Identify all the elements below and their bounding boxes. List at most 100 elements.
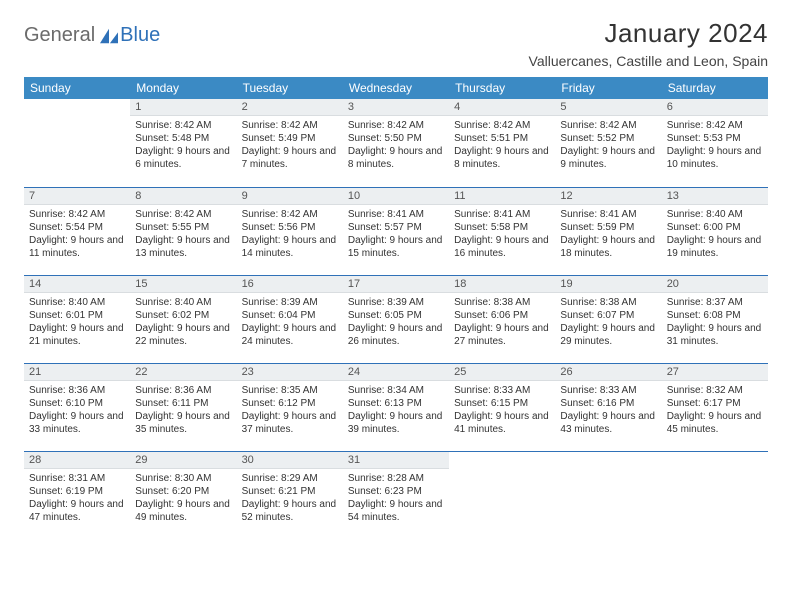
daylight-text: Daylight: 9 hours and 35 minutes. [135,410,231,436]
calendar-day-cell: 29Sunrise: 8:30 AMSunset: 6:20 PMDayligh… [130,451,236,539]
calendar-day-cell: 12Sunrise: 8:41 AMSunset: 5:59 PMDayligh… [555,187,661,275]
sunrise-text: Sunrise: 8:42 AM [560,119,656,132]
daylight-text: Daylight: 9 hours and 47 minutes. [29,498,125,524]
sunrise-text: Sunrise: 8:32 AM [667,384,763,397]
logo-sail-icon [98,27,120,45]
daylight-text: Daylight: 9 hours and 45 minutes. [667,410,763,436]
day-details: Sunrise: 8:33 AMSunset: 6:16 PMDaylight:… [555,381,661,442]
sunrise-text: Sunrise: 8:36 AM [135,384,231,397]
day-number: 8 [130,188,236,205]
day-number: 21 [24,364,130,381]
day-details: Sunrise: 8:32 AMSunset: 6:17 PMDaylight:… [662,381,768,442]
sunset-text: Sunset: 5:59 PM [560,221,656,234]
sunset-text: Sunset: 6:10 PM [29,397,125,410]
day-details: Sunrise: 8:41 AMSunset: 5:57 PMDaylight:… [343,205,449,266]
daylight-text: Daylight: 9 hours and 52 minutes. [242,498,338,524]
day-number: 29 [130,452,236,469]
day-number: 26 [555,364,661,381]
day-details: Sunrise: 8:40 AMSunset: 6:01 PMDaylight:… [24,293,130,354]
daylight-text: Daylight: 9 hours and 27 minutes. [454,322,550,348]
calendar-week-row: 21Sunrise: 8:36 AMSunset: 6:10 PMDayligh… [24,363,768,451]
sunset-text: Sunset: 5:58 PM [454,221,550,234]
daylight-text: Daylight: 9 hours and 33 minutes. [29,410,125,436]
day-details: Sunrise: 8:34 AMSunset: 6:13 PMDaylight:… [343,381,449,442]
sunset-text: Sunset: 6:12 PM [242,397,338,410]
calendar-day-cell: 2Sunrise: 8:42 AMSunset: 5:49 PMDaylight… [237,99,343,187]
calendar-day-cell: 4Sunrise: 8:42 AMSunset: 5:51 PMDaylight… [449,99,555,187]
day-details: Sunrise: 8:37 AMSunset: 6:08 PMDaylight:… [662,293,768,354]
sunrise-text: Sunrise: 8:33 AM [560,384,656,397]
sunset-text: Sunset: 5:54 PM [29,221,125,234]
day-details: Sunrise: 8:42 AMSunset: 5:53 PMDaylight:… [662,116,768,177]
calendar-day-cell: 1Sunrise: 8:42 AMSunset: 5:48 PMDaylight… [130,99,236,187]
day-details: Sunrise: 8:36 AMSunset: 6:11 PMDaylight:… [130,381,236,442]
daylight-text: Daylight: 9 hours and 26 minutes. [348,322,444,348]
day-number: 18 [449,276,555,293]
sunrise-text: Sunrise: 8:41 AM [348,208,444,221]
weekday-header-row: Sunday Monday Tuesday Wednesday Thursday… [24,77,768,99]
sunset-text: Sunset: 5:55 PM [135,221,231,234]
calendar-day-cell: 17Sunrise: 8:39 AMSunset: 6:05 PMDayligh… [343,275,449,363]
sunrise-text: Sunrise: 8:42 AM [454,119,550,132]
calendar-week-row: 7Sunrise: 8:42 AMSunset: 5:54 PMDaylight… [24,187,768,275]
sunset-text: Sunset: 5:49 PM [242,132,338,145]
sunrise-text: Sunrise: 8:35 AM [242,384,338,397]
logo-text-blue: Blue [120,24,160,47]
sunrise-text: Sunrise: 8:42 AM [242,119,338,132]
sunrise-text: Sunrise: 8:33 AM [454,384,550,397]
calendar-day-cell: 16Sunrise: 8:39 AMSunset: 6:04 PMDayligh… [237,275,343,363]
day-number: 22 [130,364,236,381]
day-details: Sunrise: 8:41 AMSunset: 5:58 PMDaylight:… [449,205,555,266]
day-number: 17 [343,276,449,293]
sunset-text: Sunset: 5:50 PM [348,132,444,145]
daylight-text: Daylight: 9 hours and 54 minutes. [348,498,444,524]
daylight-text: Daylight: 9 hours and 6 minutes. [135,145,231,171]
sunset-text: Sunset: 5:48 PM [135,132,231,145]
day-details: Sunrise: 8:42 AMSunset: 5:50 PMDaylight:… [343,116,449,177]
calendar-day-cell: 11Sunrise: 8:41 AMSunset: 5:58 PMDayligh… [449,187,555,275]
sunrise-text: Sunrise: 8:41 AM [560,208,656,221]
sunrise-text: Sunrise: 8:30 AM [135,472,231,485]
day-number: 3 [343,99,449,116]
sunrise-text: Sunrise: 8:42 AM [348,119,444,132]
daylight-text: Daylight: 9 hours and 24 minutes. [242,322,338,348]
sunset-text: Sunset: 5:57 PM [348,221,444,234]
calendar-day-cell: 23Sunrise: 8:35 AMSunset: 6:12 PMDayligh… [237,363,343,451]
sunset-text: Sunset: 6:16 PM [560,397,656,410]
day-number [662,452,768,456]
weekday-header: Sunday [24,77,130,99]
logo: General Blue [24,24,160,47]
calendar-day-cell: 5Sunrise: 8:42 AMSunset: 5:52 PMDaylight… [555,99,661,187]
day-details: Sunrise: 8:35 AMSunset: 6:12 PMDaylight:… [237,381,343,442]
day-number: 10 [343,188,449,205]
day-number [449,452,555,456]
calendar-day-cell: 8Sunrise: 8:42 AMSunset: 5:55 PMDaylight… [130,187,236,275]
day-details: Sunrise: 8:38 AMSunset: 6:06 PMDaylight:… [449,293,555,354]
sunset-text: Sunset: 6:06 PM [454,309,550,322]
day-details: Sunrise: 8:42 AMSunset: 5:49 PMDaylight:… [237,116,343,177]
day-number: 25 [449,364,555,381]
sunset-text: Sunset: 6:20 PM [135,485,231,498]
day-details: Sunrise: 8:29 AMSunset: 6:21 PMDaylight:… [237,469,343,530]
weekday-header: Saturday [662,77,768,99]
calendar-day-cell: 31Sunrise: 8:28 AMSunset: 6:23 PMDayligh… [343,451,449,539]
calendar-week-row: 1Sunrise: 8:42 AMSunset: 5:48 PMDaylight… [24,99,768,187]
day-number: 9 [237,188,343,205]
calendar-day-cell [555,451,661,539]
sunrise-text: Sunrise: 8:29 AM [242,472,338,485]
sunrise-text: Sunrise: 8:41 AM [454,208,550,221]
day-details: Sunrise: 8:42 AMSunset: 5:56 PMDaylight:… [237,205,343,266]
weekday-header: Monday [130,77,236,99]
daylight-text: Daylight: 9 hours and 9 minutes. [560,145,656,171]
sunrise-text: Sunrise: 8:42 AM [135,208,231,221]
day-details: Sunrise: 8:38 AMSunset: 6:07 PMDaylight:… [555,293,661,354]
day-details: Sunrise: 8:42 AMSunset: 5:52 PMDaylight:… [555,116,661,177]
calendar-day-cell: 9Sunrise: 8:42 AMSunset: 5:56 PMDaylight… [237,187,343,275]
day-number: 2 [237,99,343,116]
day-number [24,99,130,103]
daylight-text: Daylight: 9 hours and 43 minutes. [560,410,656,436]
day-number: 4 [449,99,555,116]
sunset-text: Sunset: 6:08 PM [667,309,763,322]
sunset-text: Sunset: 6:21 PM [242,485,338,498]
calendar-day-cell: 21Sunrise: 8:36 AMSunset: 6:10 PMDayligh… [24,363,130,451]
